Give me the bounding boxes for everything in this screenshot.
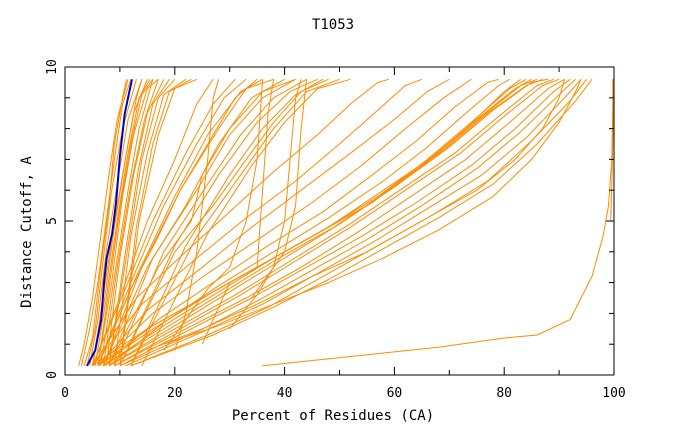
- series-line-55: [97, 78, 472, 367]
- series-line-37: [251, 79, 308, 299]
- series-line-46: [114, 78, 560, 367]
- y-tick-label: 5: [45, 217, 60, 225]
- series-line-1: [78, 79, 129, 366]
- series-line-15: [108, 78, 176, 366]
- y-tick-label: 0: [45, 371, 60, 379]
- series-line-13: [105, 79, 165, 366]
- series-line-38: [163, 79, 264, 351]
- series-line-12: [102, 79, 159, 366]
- series-line-19: [92, 79, 214, 366]
- series-line-45: [108, 78, 554, 367]
- series-line-29: [119, 78, 318, 367]
- series-line-31: [130, 78, 324, 367]
- x-tick-label: 40: [277, 386, 293, 401]
- series-line-61: [262, 79, 614, 367]
- series-line-53: [108, 78, 510, 367]
- series-line-16: [113, 78, 187, 366]
- series-line-21: [97, 78, 247, 366]
- axis-tick-labels: 0 20 40 60 80 100 0 5 10: [45, 59, 626, 401]
- series-line-3: [83, 79, 127, 366]
- x-tick-label: 80: [496, 386, 512, 401]
- x-tick-label: 0: [61, 386, 69, 401]
- series-line-50: [125, 78, 582, 367]
- series-line-41: [97, 78, 532, 367]
- series-line-52: [130, 78, 593, 367]
- series-line-highlight: [86, 79, 133, 367]
- axis-ticks: [64, 66, 615, 376]
- series-line-11: [100, 79, 154, 366]
- series-line-18: [119, 78, 197, 366]
- series-line-56: [97, 78, 450, 367]
- series-line-10: [97, 78, 159, 366]
- series-line-28: [113, 78, 307, 366]
- series-line-30: [119, 78, 329, 367]
- series-line-54: [103, 78, 499, 367]
- series-line-26: [108, 78, 296, 366]
- series-line-24: [102, 78, 274, 366]
- chart-title: T1053: [312, 17, 354, 33]
- series-line-47: [114, 78, 565, 367]
- series-line-23: [97, 78, 263, 366]
- series-line-57: [92, 78, 423, 367]
- series-line-48: [119, 78, 571, 367]
- series-line-49: [119, 78, 576, 367]
- series-line-58: [92, 78, 390, 367]
- plot-lines: [78, 78, 614, 367]
- series-line-44: [108, 78, 549, 367]
- series-line-60: [163, 79, 582, 345]
- series-line-59: [147, 79, 566, 351]
- x-tick-label: 20: [167, 386, 183, 401]
- series-line-43: [103, 78, 543, 367]
- series-line-2: [81, 79, 132, 366]
- series-line-40: [97, 78, 527, 367]
- series-line-9: [97, 79, 154, 366]
- series-line-27: [108, 78, 296, 367]
- series-line-20: [92, 78, 236, 366]
- series-line-33: [141, 78, 351, 367]
- series-line-42: [103, 78, 538, 367]
- x-tick-label: 100: [602, 386, 625, 401]
- y-tick-label: 10: [45, 59, 60, 75]
- x-tick-label: 60: [387, 386, 403, 401]
- series-line-5: [89, 79, 143, 366]
- series-line-14: [108, 79, 170, 366]
- x-axis-label: Percent of Residues (CA): [232, 408, 434, 424]
- series-line-8: [94, 79, 151, 366]
- y-axis-label: Distance Cutoff, A: [19, 156, 35, 308]
